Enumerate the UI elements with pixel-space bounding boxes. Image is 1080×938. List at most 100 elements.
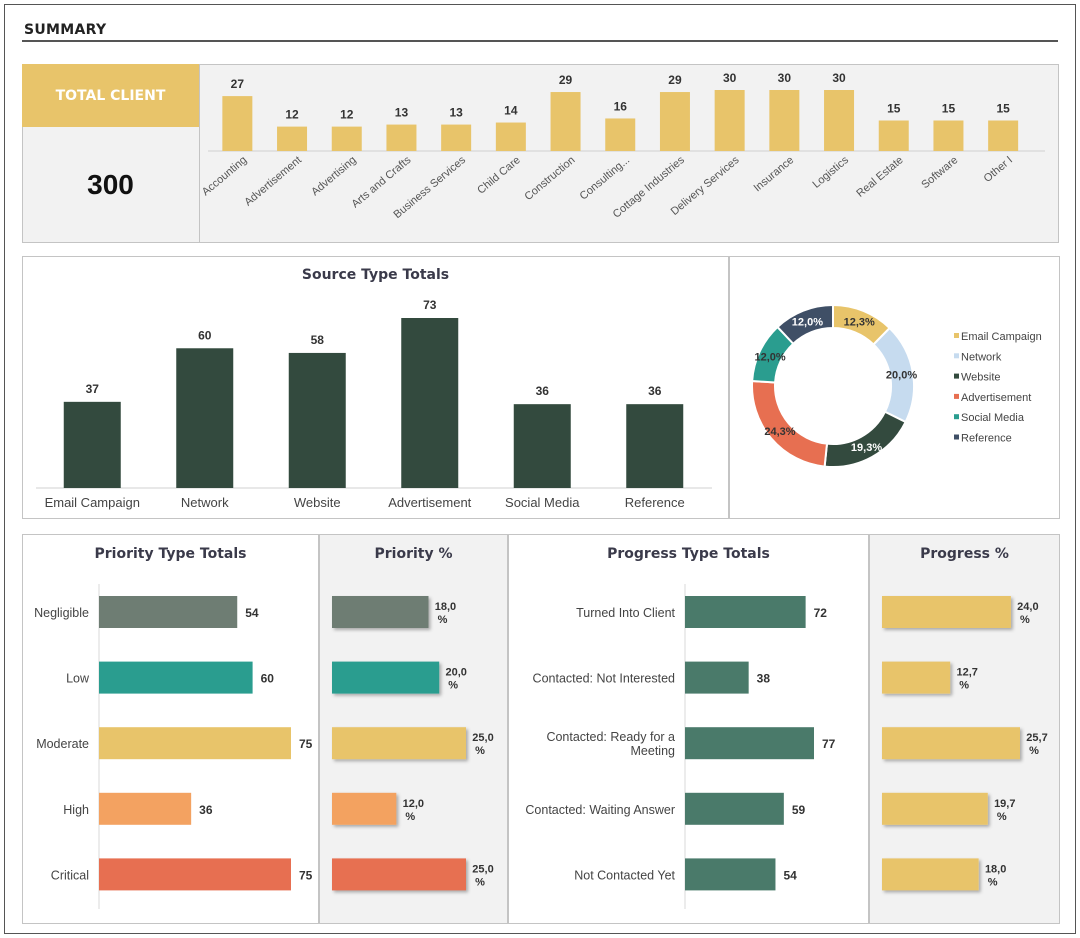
source-value-reference: 36: [648, 384, 662, 398]
source-value-website: 58: [311, 333, 325, 347]
chart-priority-value-low: 60: [261, 672, 275, 686]
chart-priority-bar-high: [99, 792, 192, 825]
legend-label-network: Network: [961, 351, 1002, 363]
bar-value-real-estate: 15: [887, 102, 901, 116]
bar-value-software: 15: [942, 102, 956, 116]
donut-label-advertisement: 24,3%: [764, 426, 795, 438]
legend-swatch-social-media: [954, 414, 959, 420]
chart-progress-pct-bar-turned-into-client: [882, 596, 1011, 628]
chart-progress-bar-contacted-not-interested: [685, 661, 749, 694]
bar-insurance: [769, 90, 800, 151]
donut-label-reference: 12,0%: [792, 316, 823, 328]
chart-progress-pct-bar-not-contacted-yet: [882, 858, 979, 891]
progress-bar-chart: 72 Turned Into Client 38 Contacted: Not Int…: [525, 584, 836, 909]
chart-priority-pct-value-high: 12,0: [403, 798, 424, 810]
chart-progress-tick-contacted-ready-for-a-meeting: Contacted: Ready for a: [546, 730, 675, 744]
source-tick-network: Network: [181, 495, 229, 510]
chart-progress-value-contacted-waiting-answer: 59: [792, 803, 806, 817]
chart-priority-bar-critical: [99, 858, 291, 891]
chart-priority-pct-bar-high: [332, 792, 397, 825]
source-bar-chart: 37 Email Campaign 60 Network 58 Website 73 Adve…: [36, 298, 712, 510]
bar-business-services: [441, 124, 472, 151]
source-value-network: 60: [198, 328, 212, 342]
priority-pct-title: Priority %: [374, 546, 453, 562]
chart-progress-pct-value-contacted-not-interested: 12,7: [956, 667, 977, 679]
chart-priority-pct-value-negligible: 18,0: [435, 601, 456, 613]
chart-priority-pct-value-unit-low: %: [448, 680, 458, 692]
bar-value-construction: 29: [559, 73, 573, 87]
bar-value-child-care: 14: [504, 104, 518, 118]
chart-progress-pct-bar-contacted-waiting-answer: [882, 792, 988, 825]
bar-value-delivery-services: 30: [723, 71, 737, 85]
chart-progress-pct-bar-contacted-not-interested: [882, 661, 951, 694]
bar-consulting: [605, 118, 636, 151]
chart-progress-pct-value-unit-contacted-waiting-answer: %: [997, 811, 1007, 823]
total-client-value: 300: [87, 168, 134, 200]
chart-progress-bar-not-contacted-yet: [685, 858, 776, 891]
bar-value-business-services: 13: [449, 106, 463, 120]
source-tick-reference: Reference: [625, 495, 685, 510]
priority-chart-title: Priority Type Totals: [94, 546, 247, 562]
bar-value-arts-and-crafts: 13: [395, 106, 409, 120]
tick-label-advertisement: Advertisement: [242, 154, 304, 208]
legend-swatch-advertisement: [954, 393, 959, 399]
bar-value-consulting: 16: [614, 99, 628, 113]
chart-priority-tick-high: High: [63, 803, 89, 817]
legend-label-advertisement: Advertisement: [961, 392, 1031, 404]
source-tick-advertisement: Advertisement: [388, 495, 471, 510]
title-divider: [22, 40, 1058, 42]
bar-value-advertising: 12: [340, 108, 354, 122]
progress-chart-title: Progress Type Totals: [607, 546, 770, 562]
chart-priority-bar-negligible: [99, 596, 238, 628]
bar-advertisement: [277, 126, 308, 151]
bar-logistics: [824, 90, 855, 151]
source-value-advertisement: 73: [423, 298, 437, 312]
tick-label-advertising: Advertising: [309, 154, 358, 198]
chart-progress-value-not-contacted-yet: 54: [783, 868, 797, 882]
bar-value-insurance: 30: [778, 71, 792, 85]
donut-label-website: 19,3%: [851, 442, 882, 454]
chart-progress-tick-contacted-waiting-answer: Contacted: Waiting Answer: [525, 803, 675, 817]
chart-progress-value-contacted-ready-for-a-meeting: 77: [822, 737, 836, 751]
source-bar-email-campaign: [63, 401, 121, 488]
chart-priority-value-moderate: 75: [299, 737, 313, 751]
chart-progress-tick-turned-into-client: Turned Into Client: [576, 606, 675, 620]
chart-progress-pct-value-unit-contacted-ready-for-a-meeting: %: [1029, 745, 1039, 757]
donut-slice-reference: [776, 303, 834, 346]
bar-value-cottage-industries: 29: [668, 73, 682, 87]
tick-label-insurance: Insurance: [752, 154, 797, 194]
donut-label-social-media: 12,0%: [754, 351, 785, 363]
bar-value-advertisement: 12: [285, 108, 299, 122]
bar-cottage-industries: [659, 92, 690, 151]
bar-software: [933, 120, 964, 151]
chart-priority-tick-critical: Critical: [51, 868, 89, 882]
source-donut-chart: 12,3% 20,0% 19,3% 24,3% 12,0% 12,0% Email Camp…: [751, 303, 1042, 468]
chart-progress-bar-contacted-waiting-answer: [685, 792, 784, 825]
chart-priority-pct-bar-low: [332, 661, 440, 694]
chart-priority-pct-value-unit-critical: %: [475, 876, 485, 888]
chart-progress-tick-contacted-not-interested: Contacted: Not Interested: [533, 672, 675, 686]
chart-priority-value-critical: 75: [299, 868, 313, 882]
industry-divider: [199, 64, 200, 243]
chart-progress-pct-bar-contacted-ready-for-a-meeting: [882, 727, 1020, 760]
source-bar-website: [288, 352, 346, 488]
chart-priority-pct-bar-negligible: [332, 596, 429, 628]
bar-advertising: [331, 126, 362, 151]
source-chart-title: Source Type Totals: [301, 267, 450, 283]
progress-pct-bar-chart: 24,0%12,7%25,7%19,7%18,0%: [882, 596, 1048, 891]
chart-progress-bar-contacted-ready-for-a-meeting: [685, 727, 814, 760]
industry-bar-chart: 27 Accounting 12 Advertisement 12 Advertising…: [200, 71, 1045, 221]
source-bar-advertisement: [401, 318, 459, 488]
chart-priority-pct-value-moderate: 25,0: [472, 732, 493, 744]
tick-label-child-care: Child Care: [475, 154, 523, 197]
chart-progress-pct-value-contacted-waiting-answer: 19,7: [994, 798, 1015, 810]
chart-progress-pct-value-unit-turned-into-client: %: [1020, 614, 1030, 626]
source-value-email-campaign: 37: [86, 382, 100, 396]
chart-priority-pct-value-unit-negligible: %: [438, 614, 448, 626]
legend-label-website: Website: [961, 372, 1001, 384]
priority-pct-bar-chart: 18,0%20,0%25,0%12,0%25,0%: [332, 596, 494, 891]
source-panel: [22, 256, 729, 519]
chart-priority-pct-bar-moderate: [332, 727, 466, 760]
bar-construction: [550, 92, 581, 151]
bar-delivery-services: [714, 90, 745, 151]
